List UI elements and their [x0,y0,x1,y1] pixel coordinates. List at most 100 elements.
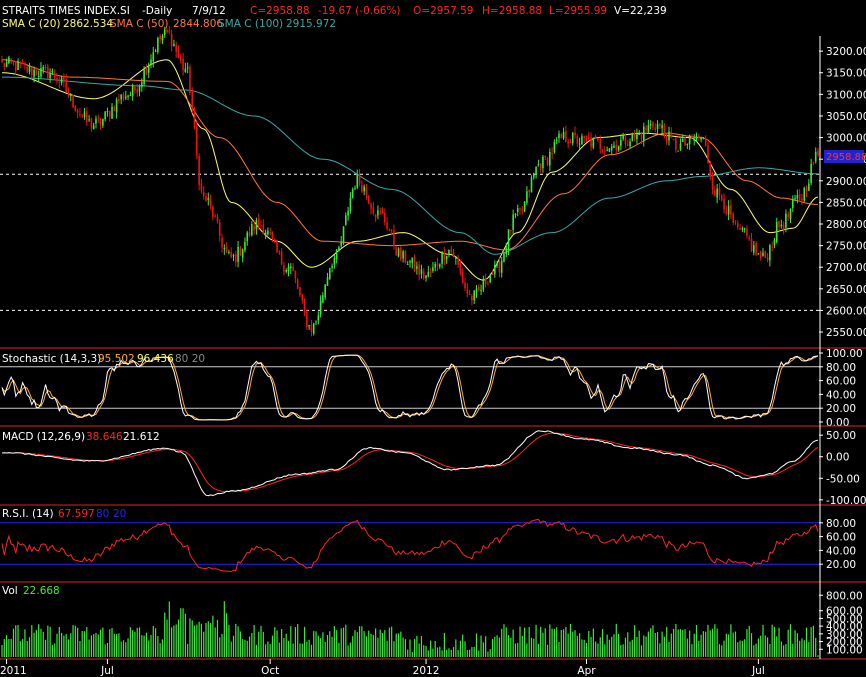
candle-body [115,99,118,113]
macd-signal-value: 21.612 [123,431,160,443]
candle-body [184,68,187,73]
candle-body [251,224,253,236]
price-y-tick-label: 2650.00 [826,284,866,296]
header-high: H=2958.88 [482,5,542,17]
candle-body [505,248,508,255]
candle-body [514,213,517,215]
candle-body [656,123,659,130]
candle-body [720,195,723,201]
macd-label: MACD (12,26,9) [2,431,85,443]
price-panel[interactable]: 2550.00 2600.00 2650.00 2700.00 2750.00 2800.… [0,25,866,339]
candle-body [649,124,652,126]
candle-body [489,275,492,283]
candle-body [166,29,168,33]
candle-body [805,186,808,192]
candle-body [700,137,702,140]
candle-body [404,251,407,264]
candle-body [475,288,478,293]
candle-body [406,264,409,266]
candle-body [14,61,17,71]
candle-body [72,94,74,108]
candle-body [108,110,111,117]
candle-body [762,252,764,257]
candle-body [539,163,542,170]
candle-body [494,265,496,275]
candle-body [262,224,265,234]
candle-body [558,133,560,139]
candle-body [642,126,645,141]
candle-body [74,105,77,112]
macd-y-tick-label: -50.00 [826,473,860,485]
candle-body [814,151,817,162]
candle-body [44,67,47,69]
candle-body [358,174,361,185]
candle-body [507,229,510,250]
candle-body [812,162,815,164]
candle-body [549,152,551,166]
candle-body [173,43,175,47]
candle-body [560,134,563,138]
candle-body [129,94,132,96]
stochastic-y-tick-label: 100.00 [826,348,863,360]
candle-body [601,149,604,151]
candle-body [516,208,519,212]
candle-body [416,266,418,269]
macd-panel[interactable]: -100.00 -50.00 0.00 50.00 [1,430,866,507]
candle-body [519,208,521,210]
candle-body [92,125,95,130]
candle-body [351,189,354,198]
candle-body [594,135,597,139]
rsi-y-tick-label: 40.00 [826,545,856,557]
candle-body [53,72,56,78]
price-y-tick-label: 2750.00 [826,241,866,253]
candle-body [759,251,762,258]
candle-body [328,268,331,280]
stochastic-k-value: 95.502 [98,353,135,365]
candle-body [24,63,26,65]
candle-body [471,296,473,301]
rsi-y-tick-label: 80.00 [826,518,856,530]
candle-body [670,131,673,138]
candle-body [590,137,592,147]
candle-body [400,248,402,260]
candle-body [438,264,441,267]
candle-body [576,135,579,144]
candle-body [434,264,437,268]
macd-value: 38.646 [86,431,123,443]
candle-body [702,137,705,139]
candle-body [592,137,595,148]
sma-line-100 [2,76,819,255]
candle-body [810,163,812,184]
stochastic-y-tick-label: 60.00 [826,376,856,388]
candle-body [571,133,574,143]
header-volume: V=22,239 [614,5,667,17]
candle-body [244,241,246,251]
candle-body [796,195,799,199]
candle-body [3,63,6,68]
candle-body [377,210,379,216]
candle-body [19,62,22,65]
candle-body [271,231,274,239]
candle-body [436,263,439,267]
candle-body [221,237,223,248]
candle-body [12,60,15,63]
volume-y-tick-label: 500.00 [826,613,863,625]
price-y-tick-label: 3050.00 [826,111,866,123]
price-y-tick-label: 2900.00 [826,176,866,188]
candle-body [420,269,423,274]
price-y-tick-label: 2850.00 [826,197,866,209]
candle-body [303,299,306,312]
candle-body [335,249,338,260]
candle-body [730,205,732,215]
candle-body [482,278,485,290]
candle-body [234,254,237,263]
candle-body [120,94,122,100]
candle-body [230,252,233,258]
candle-body [324,284,326,298]
stochastic-levels: 80 20 [175,353,205,365]
